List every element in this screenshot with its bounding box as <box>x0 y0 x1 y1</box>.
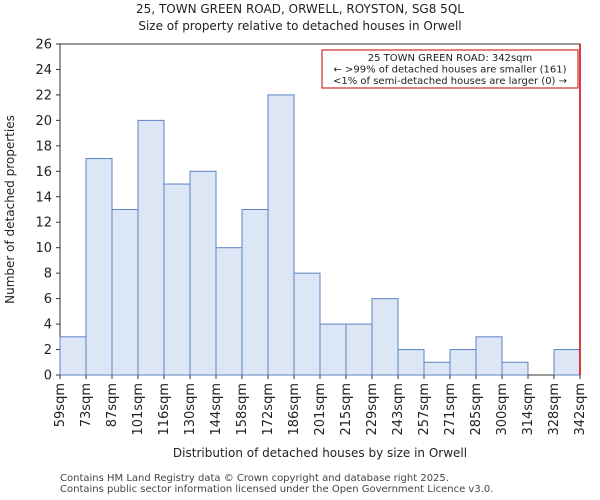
y-tick-label: 26 <box>35 38 52 53</box>
bar <box>501 361 529 376</box>
annotation-line: <1% of semi-detached houses are larger (… <box>333 76 567 87</box>
x-tick-label: 144sqm <box>209 383 224 436</box>
x-tick-label: 215sqm <box>339 383 354 436</box>
y-tick-label: 22 <box>35 88 52 103</box>
x-tick-label: 201sqm <box>313 383 328 436</box>
annotation-box <box>321 49 579 89</box>
bar <box>267 94 295 376</box>
x-tick-label: 186sqm <box>287 383 302 436</box>
x-axis-label: Distribution of detached houses by size … <box>173 446 467 460</box>
bar <box>371 298 399 376</box>
y-tick-label: 14 <box>35 190 52 205</box>
x-tick-label: 158sqm <box>235 383 250 436</box>
bar <box>397 349 425 376</box>
bar <box>449 349 477 376</box>
x-tick-label: 130sqm <box>183 383 198 436</box>
y-tick-label: 10 <box>35 241 52 256</box>
y-tick-label: 0 <box>44 369 52 384</box>
x-tick-label: 229sqm <box>365 383 380 436</box>
annotation-line: ← >99% of detached houses are smaller (1… <box>333 65 566 76</box>
x-tick-label: 73sqm <box>79 383 94 427</box>
chart-title: 25, TOWN GREEN ROAD, ORWELL, ROYSTON, SG… <box>136 2 464 16</box>
x-tick-label: 342sqm <box>573 383 588 436</box>
y-tick-label: 12 <box>35 216 52 231</box>
x-tick-label: 314sqm <box>521 383 536 436</box>
footer-line-2: Contains public sector information licen… <box>60 484 494 495</box>
bar <box>137 119 165 376</box>
bar <box>319 323 347 376</box>
bar <box>241 209 269 376</box>
x-tick-label: 257sqm <box>417 383 432 436</box>
bar <box>423 361 451 376</box>
bar <box>553 349 581 376</box>
y-tick-label: 2 <box>44 343 52 358</box>
bar <box>293 272 321 376</box>
y-tick-label: 16 <box>35 165 52 180</box>
bar <box>189 170 217 376</box>
y-tick-label: 18 <box>35 139 52 154</box>
x-tick-label: 328sqm <box>547 383 562 436</box>
y-tick-label: 20 <box>35 114 52 129</box>
annotation-line: 25 TOWN GREEN ROAD: 342sqm <box>368 53 533 64</box>
x-tick-label: 285sqm <box>469 383 484 436</box>
bar <box>59 336 87 376</box>
footer-line-1: Contains HM Land Registry data © Crown c… <box>60 473 449 484</box>
bar <box>345 323 373 376</box>
bar <box>215 247 243 376</box>
bar <box>475 336 503 376</box>
x-tick-label: 300sqm <box>495 383 510 436</box>
x-tick-label: 271sqm <box>443 383 458 436</box>
x-tick-label: 87sqm <box>105 383 120 427</box>
bar <box>163 183 191 376</box>
x-tick-label: 172sqm <box>261 383 276 436</box>
y-axis-label: Number of detached properties <box>3 115 17 304</box>
x-tick-label: 59sqm <box>53 383 68 427</box>
x-tick-label: 243sqm <box>391 383 406 436</box>
y-tick-label: 4 <box>44 318 52 333</box>
x-tick-label: 101sqm <box>131 383 146 436</box>
bar <box>111 209 139 376</box>
y-tick-label: 24 <box>35 63 52 78</box>
x-tick-label: 116sqm <box>157 383 172 436</box>
chart-subtitle: Size of property relative to detached ho… <box>138 19 462 33</box>
y-tick-label: 8 <box>44 267 52 282</box>
bar <box>85 158 113 376</box>
y-tick-label: 6 <box>44 292 52 307</box>
